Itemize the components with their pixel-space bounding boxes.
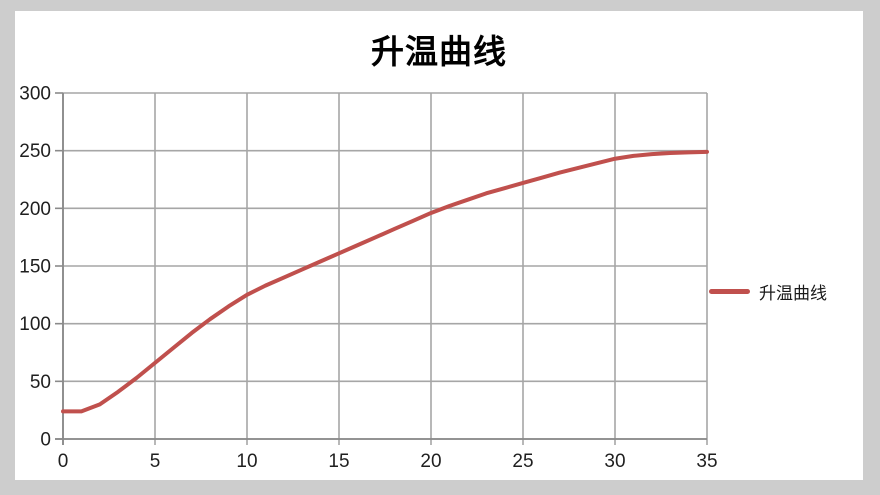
x-tick-label: 25 (512, 451, 533, 472)
y-tick-label: 100 (19, 314, 51, 335)
y-tick-label: 50 (30, 372, 51, 393)
chart-area[interactable]: 升温曲线 0 50 100 150 200 250 300 0 5 10 15 20 25 30 35 升温… (15, 11, 863, 480)
y-tick-label: 300 (19, 84, 51, 105)
y-tick-label: 150 (19, 257, 51, 278)
x-tick-label: 30 (604, 451, 625, 472)
legend-label: 升温曲线 (759, 283, 827, 303)
y-tick-label: 250 (19, 141, 51, 162)
x-tick-label: 5 (150, 451, 161, 472)
x-tick-label: 10 (236, 451, 257, 472)
series-line (61, 149, 709, 414)
y-tick-label: 200 (19, 199, 51, 220)
plot-area: 0 50 100 150 200 250 300 0 5 10 15 20 25 30 35 (19, 84, 717, 473)
x-tick-label: 35 (696, 451, 717, 472)
legend[interactable]: 升温曲线 (709, 274, 827, 308)
legend-line-marker (709, 288, 750, 294)
x-tick-label: 15 (328, 451, 349, 472)
x-tick-label: 0 (58, 451, 69, 472)
y-tick-label: 0 (40, 430, 51, 451)
x-tick-label: 20 (420, 451, 441, 472)
